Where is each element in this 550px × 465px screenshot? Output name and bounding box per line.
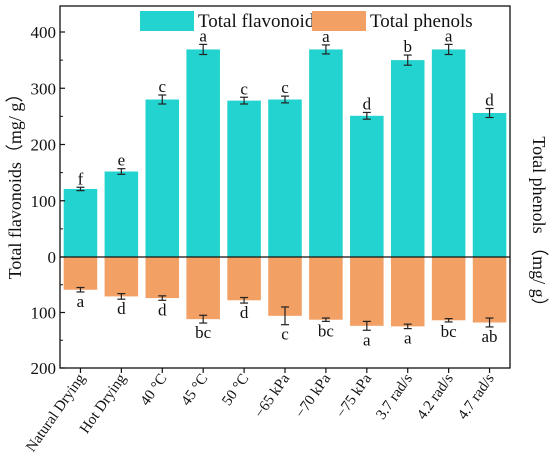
significance-letter-phenols: a	[363, 330, 371, 349]
significance-letter-flavonoids: e	[118, 151, 126, 170]
legend-label-flavonoids: Total flavonoids	[198, 11, 322, 32]
bar-flavonoids	[350, 115, 384, 257]
y-tick-label: 200	[31, 136, 57, 155]
bar-phenols	[309, 257, 343, 320]
significance-letter-phenols: a	[404, 329, 412, 348]
significance-letter-flavonoids: b	[403, 37, 412, 56]
y-tick-label: 200	[31, 359, 57, 378]
x-tick-label: −75 kPa	[333, 371, 375, 421]
significance-letter-flavonoids: f	[78, 169, 84, 188]
significance-letter-phenols: d	[158, 300, 167, 319]
legend-swatch-flavonoids	[140, 11, 194, 31]
x-tick-label: 45 °C	[178, 371, 211, 409]
bar-phenols	[472, 257, 507, 323]
bar-phenols	[104, 257, 139, 297]
legend: Total flavonoids Total phenols	[140, 11, 473, 32]
significance-letter-phenols: d	[240, 303, 249, 322]
significance-letter-flavonoids: a	[199, 26, 207, 45]
significance-letter-flavonoids: a	[322, 27, 330, 46]
bar-flavonoids	[309, 49, 343, 257]
significance-letter-flavonoids: d	[363, 94, 372, 113]
bar-flavonoids	[104, 171, 139, 257]
significance-letter-flavonoids: c	[281, 78, 289, 97]
significance-letter-flavonoids: c	[158, 77, 166, 96]
x-tick-label: −70 kPa	[293, 371, 335, 421]
significance-letter-flavonoids: d	[485, 91, 494, 110]
y-tick-label: 0	[48, 248, 57, 267]
y-axis-label-right: Total phenols （mg/ g）	[529, 136, 549, 315]
x-tick-label: 4.7 rad/s	[455, 371, 498, 423]
bar-flavonoids	[186, 49, 220, 257]
y-tick-label: 100	[31, 192, 57, 211]
bar-phenols	[390, 257, 425, 327]
significance-letter-phenols: d	[117, 299, 126, 318]
y-tick-label: 300	[31, 79, 57, 98]
bar-flavonoids	[145, 99, 180, 257]
x-tick-label: 40 °C	[138, 371, 171, 409]
x-tick-label: Natural Drying	[23, 371, 89, 455]
bar-flavonoids	[472, 113, 507, 257]
significance-letter-flavonoids: c	[240, 79, 248, 98]
y-tick-label: 100	[31, 304, 57, 323]
bar-flavonoids	[268, 99, 302, 257]
x-tick-label: −65 kPa	[252, 371, 294, 421]
significance-letter-phenols: ab	[482, 327, 498, 346]
significance-letter-phenols: a	[77, 292, 85, 311]
bar-phenols	[268, 257, 302, 316]
legend-swatch-phenols	[312, 11, 366, 31]
bars-layer: f e c a c c a d b a d a d d bc d c bc a a bc ab	[63, 26, 507, 349]
bar-phenols	[431, 257, 466, 321]
x-tick-label: 4.2 rad/s	[414, 371, 457, 423]
bar-phenols	[186, 257, 220, 320]
bar-flavonoids	[63, 188, 98, 257]
significance-letter-flavonoids: a	[445, 26, 453, 45]
significance-letter-phenols: bc	[441, 322, 458, 341]
bar-phenols	[227, 257, 261, 301]
significance-letter-phenols: bc	[318, 321, 335, 340]
bar-flavonoids	[227, 100, 261, 257]
x-tick-label: 3.7 rad/s	[373, 371, 416, 423]
bar-phenols	[350, 257, 384, 326]
x-tick-label: 50 °C	[219, 371, 252, 409]
bar-flavonoids	[431, 49, 466, 257]
legend-label-phenols: Total phenols	[370, 11, 473, 32]
bar-phenols	[145, 257, 180, 299]
bar-phenols	[63, 257, 98, 290]
y-axis-label-left: Total flavonoids（mg/ g）	[5, 85, 25, 280]
significance-letter-phenols: c	[281, 325, 289, 344]
significance-letter-phenols: bc	[195, 323, 212, 342]
y-axis-ticks: 0 100 200 300 400 100 200	[31, 23, 65, 378]
y-tick-label: 400	[31, 23, 57, 42]
bar-flavonoids	[390, 60, 425, 257]
